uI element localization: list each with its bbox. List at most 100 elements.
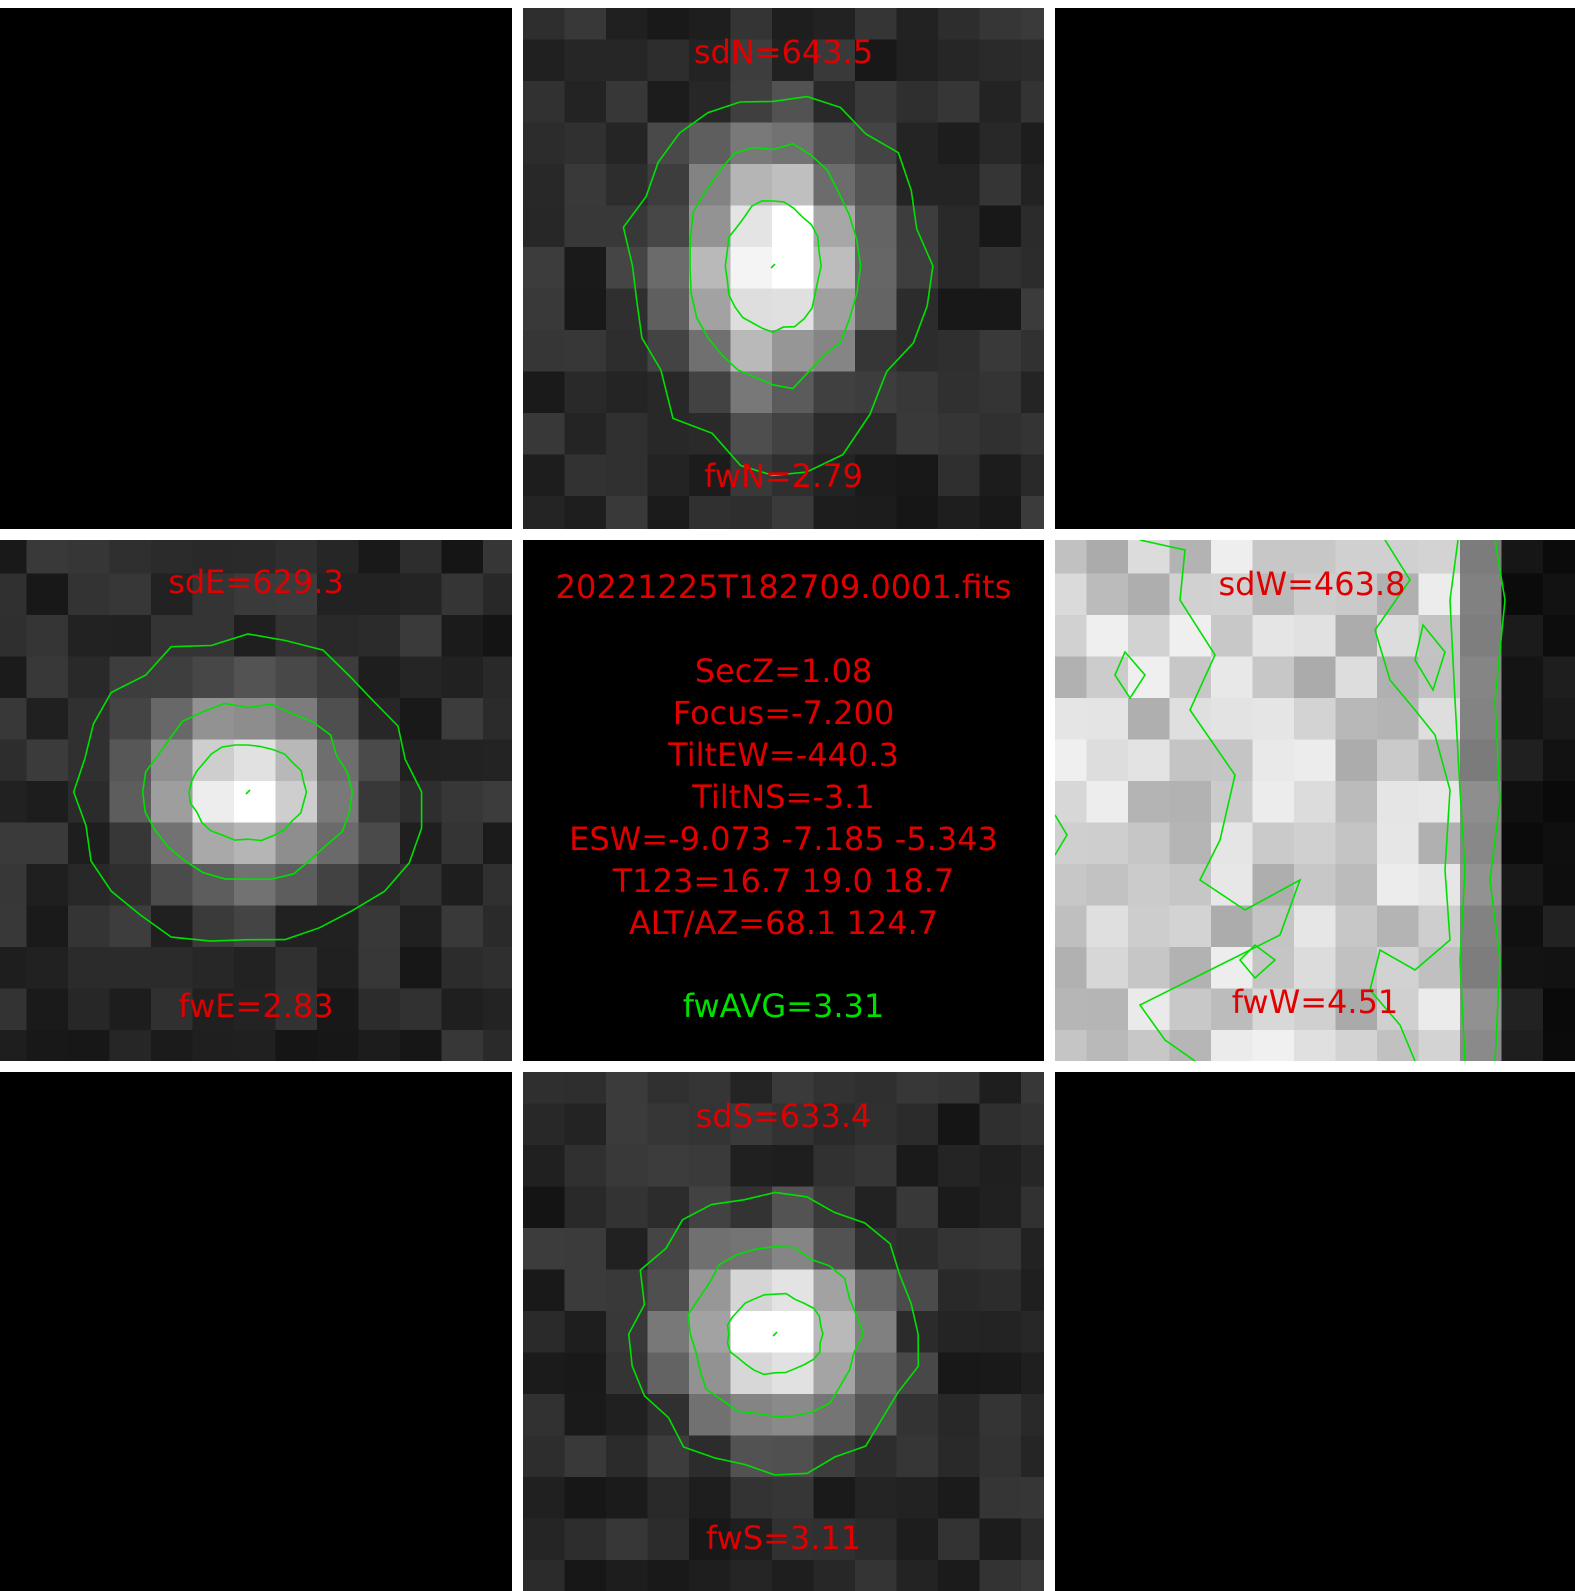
- pixel: [689, 1269, 732, 1312]
- pixel: [938, 413, 981, 456]
- sd-north-label: sdN=643.5: [693, 33, 874, 71]
- pixel: [109, 864, 152, 907]
- pixel: [68, 947, 111, 990]
- pixel: [1021, 1394, 1044, 1437]
- pixel: [564, 205, 607, 248]
- pixel: [896, 205, 939, 248]
- pixel: [109, 947, 152, 990]
- pixel: [1021, 1352, 1044, 1395]
- pixel: [606, 122, 649, 165]
- pixel: [647, 205, 690, 248]
- pixel: [896, 1072, 939, 1105]
- pixel: [523, 1560, 566, 1591]
- pixel: [938, 1518, 981, 1561]
- pixel: [979, 1352, 1022, 1395]
- pixel: [1086, 739, 1129, 782]
- pixel: [523, 288, 566, 331]
- pixel: [564, 1072, 607, 1105]
- pixel: [938, 496, 981, 529]
- pixel: [896, 1145, 939, 1188]
- pixel: [1021, 1145, 1044, 1188]
- pixel: [772, 8, 815, 41]
- pixel: [564, 330, 607, 373]
- pixel: [772, 496, 815, 529]
- pixel: [1086, 698, 1129, 741]
- pixel: [1169, 781, 1212, 824]
- pixel: [1543, 947, 1575, 990]
- pixel: [1335, 988, 1378, 1031]
- pixel: [0, 988, 28, 1031]
- pixel: [1021, 496, 1044, 529]
- pixel: [1169, 739, 1212, 782]
- pixel: [1252, 1030, 1295, 1061]
- pixel: [979, 8, 1022, 41]
- pixel: [523, 1228, 566, 1271]
- pixel: [647, 247, 690, 290]
- pixel: [1418, 739, 1461, 782]
- pixel: [317, 739, 360, 782]
- pixel: [26, 822, 69, 865]
- pixel: [1021, 8, 1044, 41]
- pixel: [1543, 573, 1575, 616]
- pixel: [813, 454, 856, 497]
- pixel: [813, 1228, 856, 1271]
- fwhm-west-label: fwW=4.51: [1231, 983, 1399, 1021]
- pixel: [441, 656, 484, 699]
- contour: [72, 633, 423, 942]
- pixel: [1252, 822, 1295, 865]
- pixel: [564, 164, 607, 207]
- pixel: [979, 1145, 1022, 1188]
- pixel: [1086, 540, 1129, 575]
- pixel: [564, 1186, 607, 1229]
- pixel: [564, 1103, 607, 1146]
- pixel: [441, 864, 484, 907]
- pixel: [1169, 1030, 1212, 1061]
- pixel: [275, 656, 318, 699]
- pixel: [979, 1103, 1022, 1146]
- pixel: [0, 1030, 28, 1061]
- pixel: [1086, 864, 1129, 907]
- pixel: [26, 615, 69, 658]
- pixel: [275, 988, 318, 1031]
- pixel: [1021, 164, 1044, 207]
- pixel: [1335, 656, 1378, 699]
- pixel: [689, 496, 732, 529]
- pixel: [979, 496, 1022, 529]
- pixel: [689, 288, 732, 331]
- pixel: [855, 1072, 898, 1105]
- pixel: [523, 164, 566, 207]
- pixel: [68, 656, 111, 699]
- pixel: [441, 822, 484, 865]
- pixel: [275, 905, 318, 948]
- pixel: [192, 947, 235, 990]
- pixel: [564, 1435, 607, 1478]
- pixel: [938, 1352, 981, 1395]
- pixel: [772, 288, 815, 331]
- pixel: [1169, 988, 1212, 1031]
- pixel: [564, 1269, 607, 1312]
- pixel: [647, 1103, 690, 1146]
- contour: [689, 142, 862, 390]
- pixel: [1086, 615, 1129, 658]
- pixel: [1128, 739, 1171, 782]
- pixel: [855, 81, 898, 124]
- pixel: [896, 1435, 939, 1478]
- pixel: [317, 656, 360, 699]
- pixel: [979, 1560, 1022, 1591]
- pixel: [647, 454, 690, 497]
- pixel: [896, 1228, 939, 1271]
- contour: [1055, 814, 1068, 856]
- pixel: [813, 1103, 856, 1146]
- pixel: [979, 39, 1022, 82]
- pixel: [689, 1394, 732, 1437]
- pixel: [1335, 573, 1378, 616]
- pixel: [1169, 540, 1212, 575]
- pixel: [813, 8, 856, 41]
- pixel: [441, 988, 484, 1031]
- pixel: [192, 822, 235, 865]
- pixel: [151, 656, 194, 699]
- fwhm-north-label: fwN=2.79: [704, 457, 863, 495]
- pixel: [1501, 615, 1544, 658]
- pixel: [26, 781, 69, 824]
- pixel: [26, 540, 69, 575]
